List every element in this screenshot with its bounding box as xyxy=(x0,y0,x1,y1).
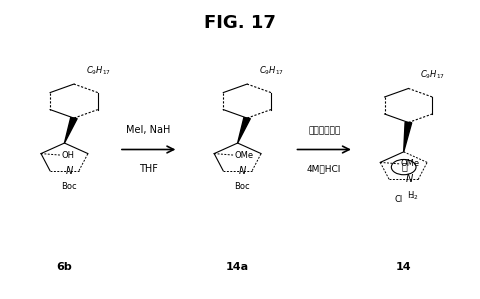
Text: 14a: 14a xyxy=(226,262,249,272)
Text: H$_2$: H$_2$ xyxy=(407,189,418,202)
Text: ⓣ: ⓣ xyxy=(402,161,408,172)
Text: $C_9H_{17}$: $C_9H_{17}$ xyxy=(86,64,111,77)
Text: $C_9H_{17}$: $C_9H_{17}$ xyxy=(259,64,284,77)
Text: Boc: Boc xyxy=(60,182,76,191)
Polygon shape xyxy=(404,122,412,152)
Text: 4MのHCl: 4MのHCl xyxy=(307,164,341,173)
Text: 14: 14 xyxy=(396,262,411,272)
Polygon shape xyxy=(238,118,251,143)
Text: N: N xyxy=(239,166,246,176)
Text: ジオキサン中: ジオキサン中 xyxy=(308,126,340,135)
Text: N: N xyxy=(66,166,73,176)
Text: FIG. 17: FIG. 17 xyxy=(204,14,276,32)
Text: N: N xyxy=(406,174,413,184)
Text: OMe: OMe xyxy=(400,159,419,168)
Text: OH: OH xyxy=(61,151,74,160)
Text: 6b: 6b xyxy=(57,262,72,272)
Text: Cl: Cl xyxy=(395,195,403,204)
Text: MeI, NaH: MeI, NaH xyxy=(127,125,171,135)
Text: Boc: Boc xyxy=(234,182,250,191)
Polygon shape xyxy=(64,118,77,143)
Text: $C_9H_{17}$: $C_9H_{17}$ xyxy=(420,69,445,81)
Text: OMe: OMe xyxy=(234,151,253,160)
Text: $^-$: $^-$ xyxy=(408,195,415,201)
Text: THF: THF xyxy=(139,164,158,174)
